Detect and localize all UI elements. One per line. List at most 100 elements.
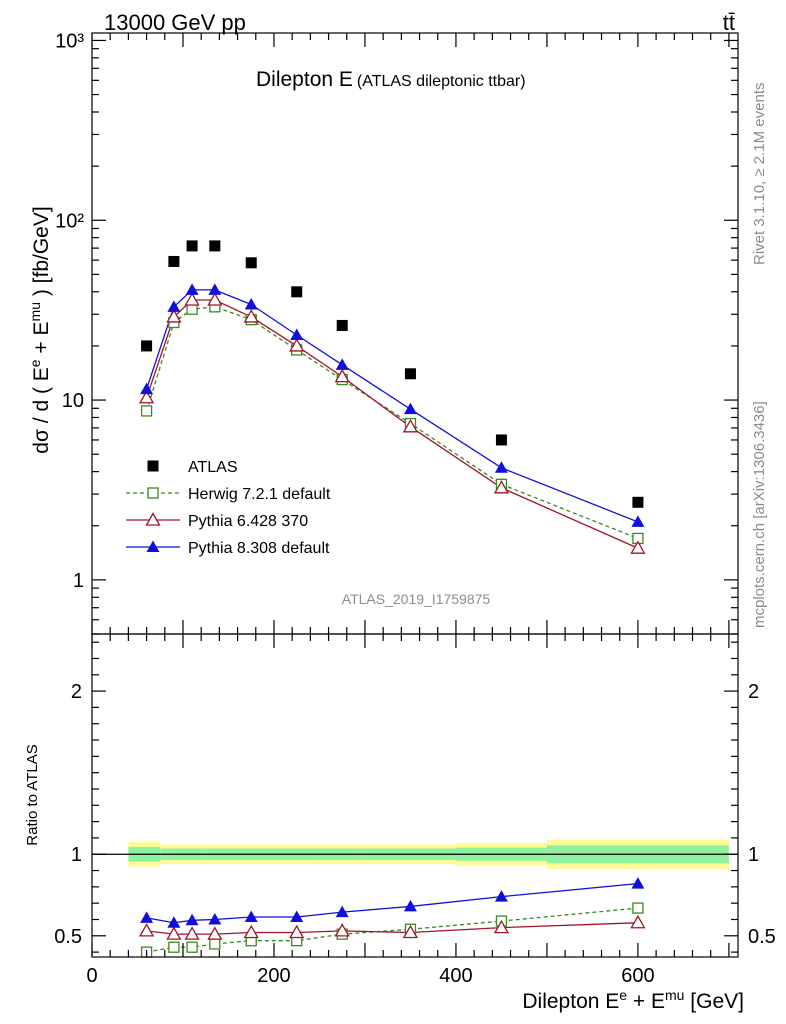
point-pythia-6-428-370 bbox=[138, 389, 155, 404]
main-y-axis-label: dσ / d ( Ee + Emu ) [fb/GeV] bbox=[27, 206, 53, 453]
ratio-axis-frame: 0.5 0.5 1 1 2 2 0 200 400 600 bbox=[54, 633, 776, 987]
ratio-point-pythia-6-428-370 bbox=[402, 924, 419, 939]
ratio-point-pythia-8-308-default bbox=[208, 912, 222, 925]
ratio-point-pythia-8-308-default bbox=[140, 911, 154, 923]
chart-title-main: Dilepton E bbox=[256, 68, 353, 91]
x-tick-label: 200 bbox=[257, 965, 290, 987]
chart-title: Dilepton E (ATLAS dileptonic ttbar) bbox=[256, 68, 526, 91]
point-pythia-8-308-default bbox=[167, 300, 181, 312]
point-pythia-8-308-default bbox=[185, 283, 199, 295]
ratio-point-herwig-7-2-1-default bbox=[168, 941, 180, 953]
ratio-y-axis-label: Ratio to ATLAS bbox=[24, 744, 41, 845]
rivet-version-label: Rivet 3.1.10, ≥ 2.1M events bbox=[751, 83, 768, 266]
x-axis-label: Dilepton Ee + Emu [GeV] bbox=[522, 987, 744, 1013]
ratio-point-pythia-8-308-default bbox=[403, 899, 417, 912]
ratio-point-herwig-7-2-1-default bbox=[209, 938, 221, 950]
legend-label-pythia-6-428-370: Pythia 6.428 370 bbox=[188, 513, 308, 530]
legend-marker-herwig-7-2-1-default bbox=[147, 487, 159, 499]
point-pythia-6-428-370 bbox=[402, 418, 419, 433]
x-tick-label: 0 bbox=[86, 965, 97, 987]
legend-marker-pythia-6-428-370 bbox=[145, 512, 161, 526]
main-y-tick-label: 1 bbox=[73, 570, 84, 592]
ratio-point-pythia-8-308-default bbox=[167, 916, 181, 928]
main-y-tick-label: 10² bbox=[55, 210, 84, 232]
ratio-point-pythia-8-308-default bbox=[290, 910, 304, 923]
point-herwig-7-2-1-default bbox=[140, 405, 153, 417]
process-label: tt̄ bbox=[723, 10, 735, 35]
legend-marker-atlas bbox=[147, 460, 159, 472]
series-line-pythia-6-428-370 bbox=[145, 299, 639, 549]
analysis-id-label: ATLAS_2019_I1759875 bbox=[342, 591, 491, 607]
series-line-pythia-8-308-default bbox=[145, 289, 639, 523]
point-atlas bbox=[186, 240, 198, 252]
point-atlas bbox=[404, 368, 416, 380]
point-atlas bbox=[245, 257, 257, 269]
ratio-line-pythia-6-428-370 bbox=[146, 922, 638, 935]
ratio-point-herwig-7-2-1-default bbox=[186, 941, 198, 953]
point-pythia-8-308-default bbox=[290, 328, 304, 341]
legend-label-herwig-7-2-1-default: Herwig 7.2.1 default bbox=[188, 486, 331, 503]
ratio-point-pythia-6-428-370 bbox=[289, 924, 305, 939]
point-atlas bbox=[141, 340, 153, 352]
x-tick-label: 400 bbox=[439, 965, 472, 987]
point-pythia-6-428-370 bbox=[630, 540, 646, 554]
legend-marker-pythia-8-308-default bbox=[146, 540, 160, 552]
point-pythia-6-428-370 bbox=[334, 368, 350, 383]
ratio-y-tick-label: 0.5 bbox=[54, 926, 82, 948]
point-pythia-8-308-default bbox=[403, 402, 417, 415]
ratio-y-tick-label: 1 bbox=[71, 844, 82, 866]
point-atlas bbox=[291, 286, 303, 298]
ratio-line-pythia-8-308-default bbox=[146, 882, 638, 924]
legend-label-atlas: ATLAS bbox=[188, 459, 238, 476]
point-atlas bbox=[168, 255, 180, 267]
ratio-point-pythia-8-308-default bbox=[631, 877, 645, 889]
main-y-tick-label: 10 bbox=[62, 390, 84, 412]
point-pythia-6-428-370 bbox=[289, 338, 305, 352]
ratio-uncertainty-band bbox=[92, 839, 738, 869]
chart-title-sub: (ATLAS dileptonic ttbar) bbox=[357, 73, 526, 90]
point-pythia-6-428-370 bbox=[493, 480, 510, 494]
ratio-point-pythia-8-308-default bbox=[494, 890, 508, 902]
point-pythia-6-428-370 bbox=[184, 292, 200, 306]
point-pythia-8-308-default bbox=[335, 358, 349, 370]
point-atlas bbox=[336, 319, 348, 331]
point-pythia-8-308-default bbox=[140, 382, 154, 395]
point-herwig-7-2-1-default bbox=[186, 303, 198, 315]
source-site-label: mcplots.cern.ch [arXiv:1306.3436] bbox=[751, 401, 768, 628]
ratio-point-pythia-6-428-370 bbox=[166, 926, 182, 940]
point-atlas bbox=[209, 240, 221, 252]
point-pythia-6-428-370 bbox=[207, 292, 223, 306]
point-pythia-6-428-370 bbox=[243, 309, 259, 323]
ratio-y-tick-label-right: 2 bbox=[748, 681, 759, 703]
ratio-point-pythia-6-428-370 bbox=[630, 914, 646, 929]
legend-label-pythia-8-308-default: Pythia 8.308 default bbox=[188, 540, 330, 557]
main-series-markers bbox=[138, 240, 646, 554]
beam-label: 13000 GeV pp bbox=[104, 10, 246, 35]
ratio-series-markers bbox=[138, 877, 646, 958]
point-pythia-8-308-default bbox=[208, 283, 222, 295]
ratio-point-pythia-6-428-370 bbox=[138, 923, 155, 937]
point-atlas bbox=[632, 496, 644, 508]
ratio-point-pythia-6-428-370 bbox=[184, 926, 200, 940]
ratio-point-pythia-6-428-370 bbox=[334, 923, 350, 937]
point-atlas bbox=[495, 434, 507, 446]
point-pythia-8-308-default bbox=[244, 297, 258, 310]
legend: ATLAS Herwig 7.2.1 default Pythia 6.428 37… bbox=[126, 459, 331, 557]
ratio-point-pythia-6-428-370 bbox=[243, 924, 259, 939]
point-pythia-8-308-default bbox=[494, 461, 508, 473]
ratio-point-pythia-8-308-default bbox=[244, 910, 258, 923]
point-pythia-6-428-370 bbox=[166, 309, 182, 323]
ratio-point-pythia-8-308-default bbox=[335, 905, 349, 918]
x-tick-label: 600 bbox=[621, 965, 654, 987]
ratio-y-tick-label-right: 1 bbox=[748, 844, 759, 866]
ratio-point-pythia-6-428-370 bbox=[493, 919, 510, 934]
ratio-point-pythia-6-428-370 bbox=[207, 926, 223, 940]
point-pythia-8-308-default bbox=[631, 515, 645, 527]
ratio-y-tick-label-right: 0.5 bbox=[748, 926, 776, 948]
main-series-lines bbox=[145, 289, 639, 549]
ratio-point-herwig-7-2-1-default bbox=[632, 902, 644, 914]
ratio-y-tick-label: 2 bbox=[71, 681, 82, 703]
main-y-tick-label: 10³ bbox=[55, 30, 84, 52]
series-line-herwig-7-2-1-default bbox=[145, 306, 639, 540]
